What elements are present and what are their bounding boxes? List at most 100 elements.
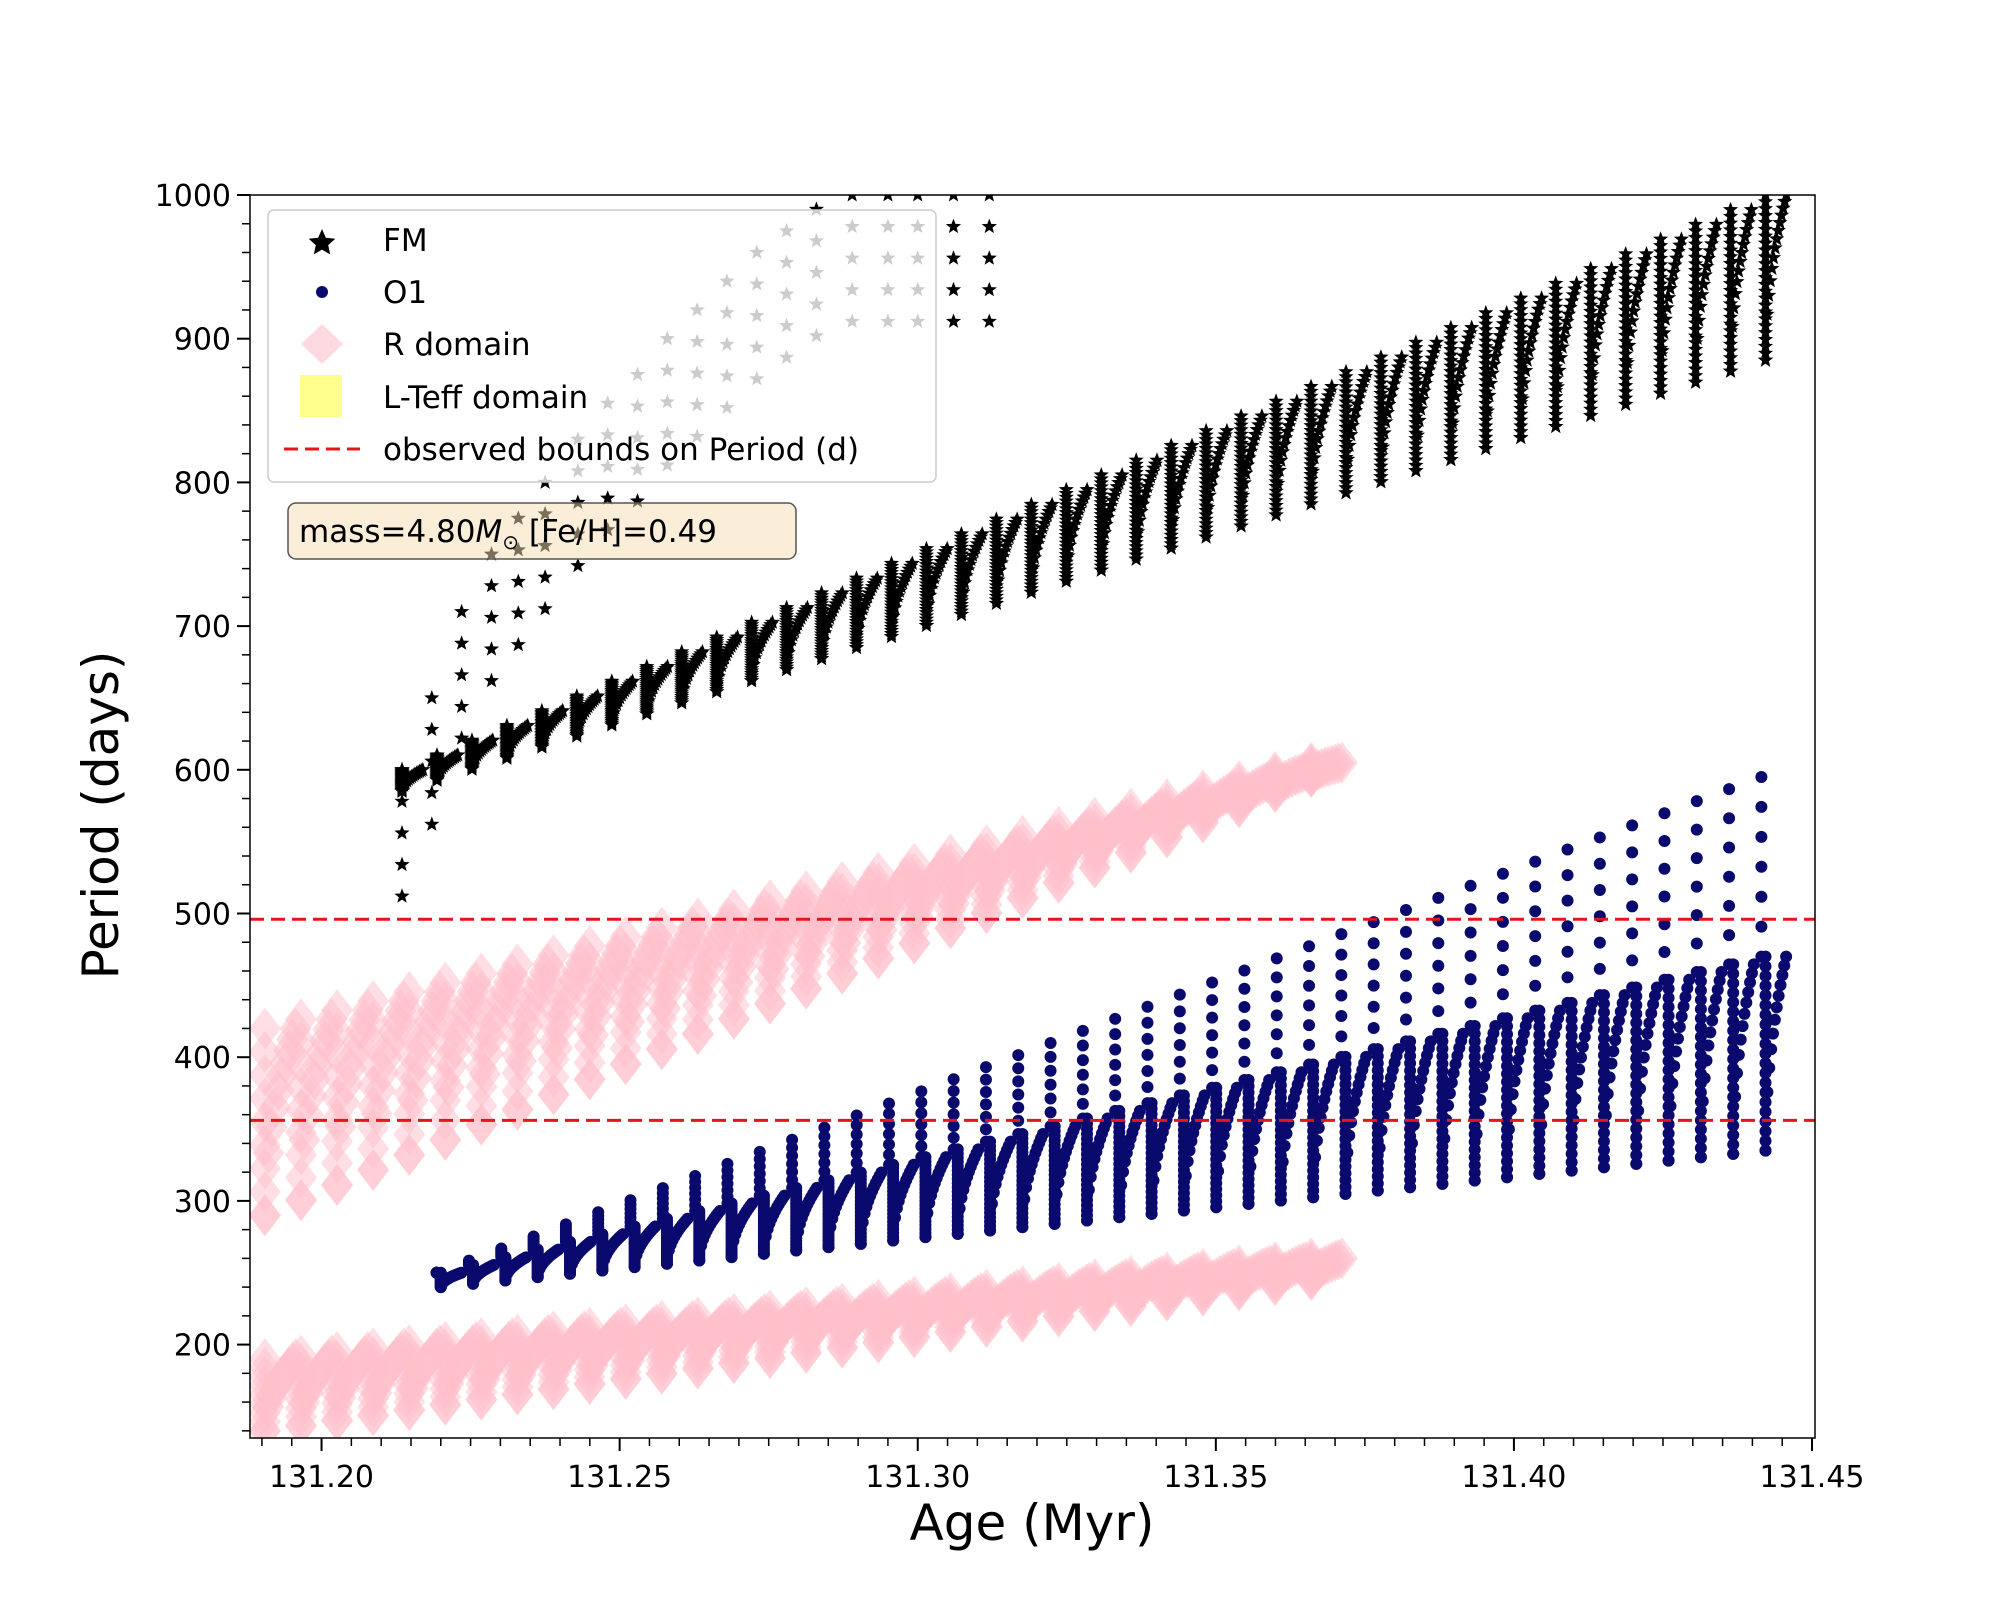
fm-point	[1268, 459, 1284, 475]
o1-point	[1504, 1103, 1517, 1116]
o1-point	[1432, 982, 1445, 995]
o1-point	[1565, 1164, 1578, 1177]
fm-point	[1381, 396, 1397, 411]
o1-point	[1637, 1051, 1650, 1064]
fm-point	[1548, 347, 1564, 362]
fm-point	[569, 688, 585, 703]
fm-point	[988, 595, 1004, 610]
fm-point	[483, 641, 500, 656]
fm-point	[1653, 372, 1669, 387]
o1-point	[1238, 982, 1251, 995]
fm-point	[1637, 251, 1653, 267]
fm-point	[1128, 551, 1144, 566]
fm-point	[918, 617, 935, 632]
fm-point	[1206, 463, 1222, 478]
o1-point	[1399, 947, 1412, 960]
o1-point	[1696, 1095, 1709, 1108]
fm-point	[1268, 492, 1284, 508]
fm-point	[1351, 389, 1367, 405]
fm-point	[1548, 388, 1564, 404]
fm-point	[1653, 308, 1669, 323]
o1-point	[915, 1096, 928, 1109]
fm-point	[394, 761, 410, 777]
fm-point	[799, 599, 815, 615]
o1-point	[1706, 1014, 1719, 1027]
o1-point	[1464, 996, 1477, 1009]
fm-point	[1726, 299, 1742, 315]
fm-point	[1408, 339, 1424, 355]
r-domain-point	[573, 924, 606, 967]
fm-point	[1618, 271, 1634, 286]
fm-point	[1769, 231, 1785, 246]
fm-point	[1373, 473, 1389, 489]
fm-point	[945, 313, 962, 328]
fm-point	[1268, 407, 1284, 422]
fm-point	[1772, 214, 1788, 230]
fm-point	[1729, 273, 1745, 289]
fm-point	[1163, 531, 1179, 547]
fm-point	[1443, 391, 1459, 406]
fm-point	[1688, 295, 1704, 310]
fm-point	[782, 637, 798, 652]
fm-point	[1373, 447, 1389, 463]
fm-point	[499, 750, 515, 765]
fm-point	[1133, 503, 1149, 519]
o1-point	[1561, 869, 1574, 882]
fm-point	[1341, 437, 1357, 452]
fm-point	[1408, 366, 1424, 381]
r-domain-point	[465, 952, 498, 995]
fm-point	[955, 584, 971, 599]
fm-point	[1653, 237, 1669, 253]
o1-point	[1605, 1057, 1618, 1070]
o1-point	[1569, 1093, 1582, 1106]
fm-point	[1233, 467, 1249, 483]
x-tick-label: 131.35	[1163, 1460, 1268, 1495]
fm-point	[1233, 481, 1249, 496]
fm-point	[1478, 304, 1494, 320]
fm-point	[1373, 453, 1389, 468]
o1-point	[947, 1108, 960, 1121]
fm-point	[1653, 269, 1669, 285]
o1-point	[1694, 1151, 1707, 1164]
fm-point	[1359, 363, 1375, 379]
fm-point	[1583, 303, 1599, 318]
fm-point	[1618, 346, 1634, 361]
fm-point	[483, 609, 500, 624]
fm-point	[1757, 262, 1774, 278]
fm-point	[1317, 398, 1333, 413]
fm-point	[1382, 389, 1399, 404]
r-domain-point	[826, 860, 859, 903]
o1-point	[1738, 1007, 1751, 1020]
o1-point	[1335, 1009, 1348, 1022]
fm-point	[537, 569, 553, 584]
fm-point	[639, 658, 655, 674]
o1-point	[979, 1135, 992, 1148]
fm-point	[1338, 424, 1354, 439]
fm-point	[1757, 283, 1774, 298]
o1-point	[822, 1241, 835, 1254]
fm-point	[1688, 321, 1704, 337]
o1-point	[1206, 1011, 1219, 1024]
fm-point	[1025, 560, 1041, 575]
fm-point	[1497, 310, 1513, 325]
o1-point	[1076, 1024, 1089, 1037]
fm-point	[1060, 547, 1076, 563]
fm-point	[888, 593, 904, 608]
o1-point	[1666, 1077, 1679, 1090]
fm-point	[1618, 383, 1634, 399]
fm-point	[1338, 434, 1354, 449]
o1-point	[1270, 952, 1283, 965]
o1-point	[1409, 1105, 1422, 1118]
fm-point	[1722, 309, 1739, 324]
fm-point	[1373, 395, 1389, 411]
fm-point	[1338, 459, 1354, 475]
o1-point	[1109, 1028, 1122, 1041]
fm-point	[729, 629, 746, 644]
o1-point	[921, 1207, 934, 1220]
fm-point	[1313, 416, 1329, 431]
fm-point	[1583, 389, 1599, 404]
fm-point	[1688, 275, 1704, 291]
fm-point	[1688, 229, 1704, 245]
fm-point	[1513, 348, 1529, 363]
fm-point	[1478, 344, 1494, 359]
